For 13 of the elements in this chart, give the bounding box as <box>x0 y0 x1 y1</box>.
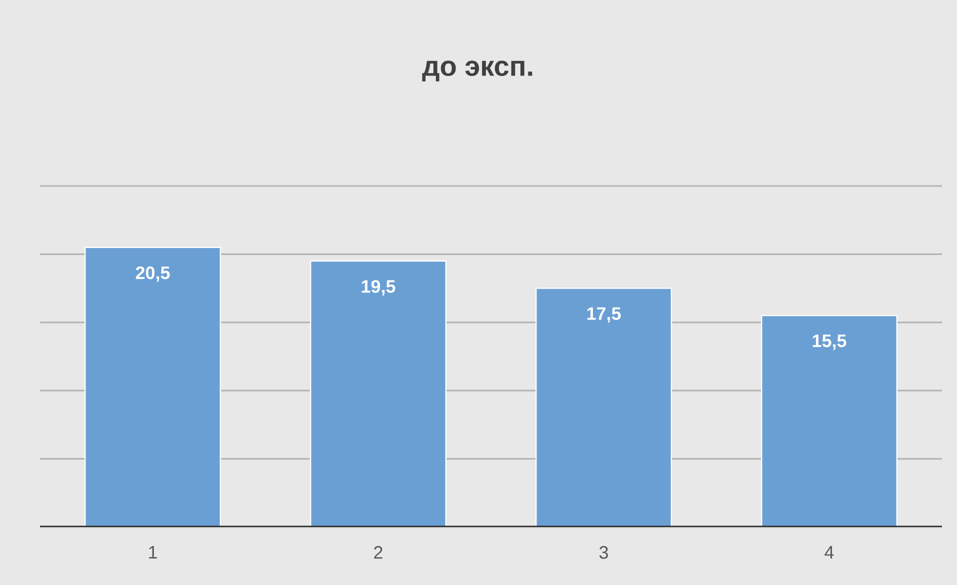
bar <box>536 288 672 528</box>
bar <box>84 246 222 528</box>
bar <box>761 314 898 528</box>
data-label: 19,5 <box>362 280 396 296</box>
data-label: 17,5 <box>587 307 621 323</box>
bar <box>310 260 447 528</box>
x-tick-label: 3 <box>599 546 608 559</box>
x-tick-label: 4 <box>824 546 834 558</box>
data-label: 20,5 <box>136 266 170 282</box>
x-tick-label: 1 <box>149 546 157 558</box>
data-label: 15,5 <box>812 334 846 350</box>
x-tick-label: 2 <box>374 546 382 559</box>
chart-title: до эксп. <box>422 60 532 82</box>
